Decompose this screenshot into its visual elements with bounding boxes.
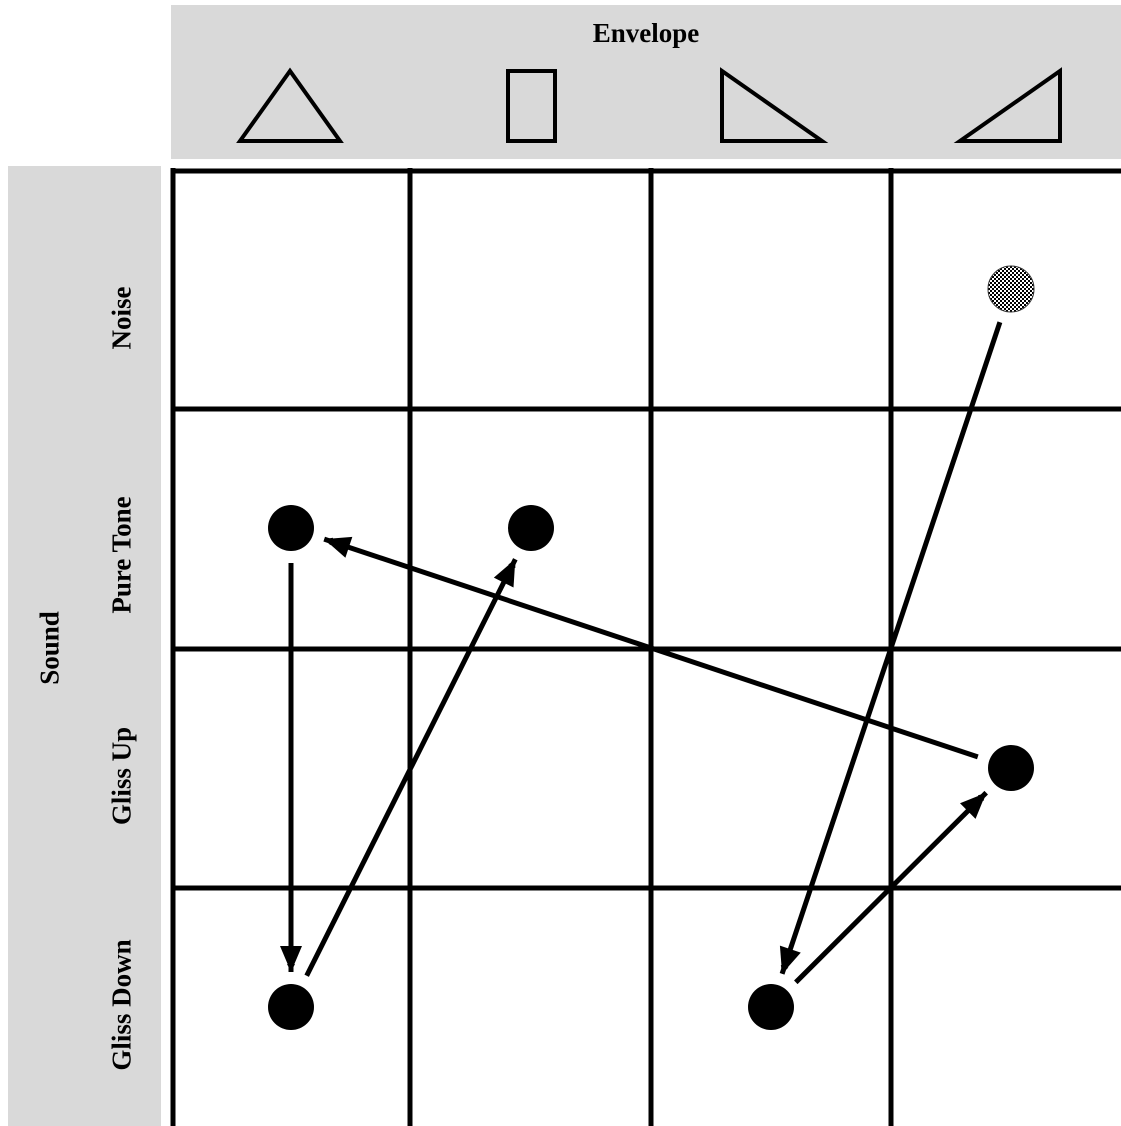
envelope-icons: [236, 67, 1062, 143]
state-node: [988, 745, 1034, 791]
state-nodes: [268, 265, 1035, 1030]
noise-node: [987, 265, 1035, 313]
transition-arrow: [779, 321, 1003, 975]
arrowhead: [280, 946, 302, 972]
state-node: [268, 505, 314, 551]
transition-arrows: [280, 321, 1003, 985]
triangle-envelope-icon: [236, 67, 344, 143]
envelope-title: Envelope: [592, 18, 700, 48]
arrowhead: [493, 559, 516, 588]
ramp-up-envelope-icon: [953, 67, 1062, 143]
transition-arrow: [304, 558, 518, 977]
state-node: [268, 984, 314, 1030]
envelope-header-panel: [171, 5, 1121, 159]
ramp-down-envelope-icon: [720, 67, 829, 143]
arrowhead: [960, 792, 987, 819]
rectangle-envelope-icon: [506, 69, 557, 143]
state-node: [508, 505, 554, 551]
sound-header-panel: [8, 166, 161, 1126]
transition-arrow: [323, 536, 979, 760]
arrowhead: [779, 945, 801, 974]
state-node: [748, 984, 794, 1030]
arrowhead: [324, 536, 353, 558]
transition-arrow: [794, 790, 988, 985]
